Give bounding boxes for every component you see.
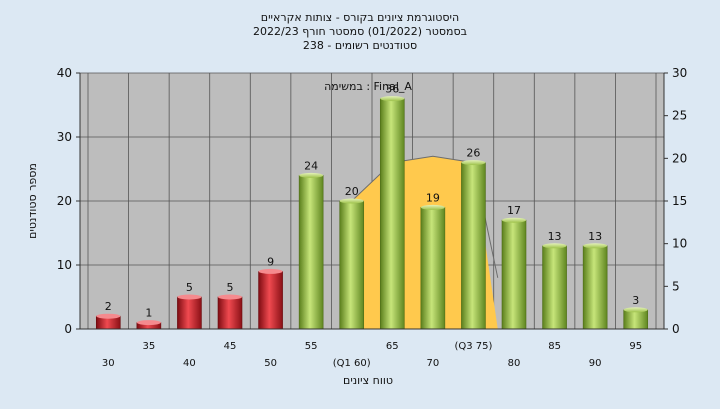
title-line-1: היסטוגרמת ציונים בקורס - צותות אקראיים [261,11,459,24]
bar-top-9 [461,160,486,166]
bar-top-1 [136,320,161,326]
x-tick-label-0: 30 [102,358,115,369]
bar-body-13 [623,309,649,330]
bar-10 [501,217,527,330]
y2-tick-label-2: 10 [672,237,687,251]
bar-8 [420,204,446,330]
bar-body-3 [217,296,243,330]
bar-11 [542,243,567,330]
y2-tick-label-1: 5 [672,279,680,293]
bar-top-2 [177,294,202,300]
x-tick-label-10: 80 [508,358,521,369]
y-tick-label-2: 20 [57,194,72,208]
data-label-3: 5 [227,281,234,294]
data-label-1: 1 [145,307,152,320]
bar-body-2 [177,296,202,330]
bar-top-6 [339,198,364,204]
data-label-12: 13 [588,230,602,243]
x-tick-label-11: 85 [548,341,561,352]
data-label-6: 20 [345,185,359,198]
x-axis-ticks: 30 35 40 45 50 55 (Q1 60) 65 70 (Q3 75) 80 85 90 95 [102,341,642,369]
y2-tick-label-0: 0 [672,322,680,336]
data-label-10: 17 [507,204,521,217]
y2-tick-label-5: 25 [672,109,687,123]
bar-top-0 [96,313,121,319]
bar-body-12 [582,245,608,330]
bar-top-4 [258,268,283,274]
bar-top-11 [542,243,567,249]
title-line-3: 238 - סטודנטים רשומים [303,39,417,52]
plot-annotation: במשימה : Final_A [324,80,412,93]
bar-13 [623,307,649,330]
bar-body-6 [339,200,365,330]
bar-body-9 [461,162,486,330]
y-axis-ticks: 0 10 20 30 40 [57,66,80,336]
bar-top-5 [299,172,324,178]
bar-top-7 [380,96,405,102]
data-label-9: 26 [466,147,480,160]
data-label-13: 3 [632,294,639,307]
x-tick-label-2: 40 [183,358,196,369]
x-tick-label-13: 95 [629,341,642,352]
bar-0 [95,313,121,330]
bar-body-4 [258,271,283,330]
bar-body-7 [379,98,405,330]
bar-12 [582,243,608,330]
x-tick-label-12: 90 [589,358,602,369]
x-tick-label-4: 50 [264,358,277,369]
bar-top-3 [218,294,242,300]
y-tick-label-3: 30 [57,130,72,144]
x-tick-label-3: 45 [224,341,237,352]
y2-tick-label-4: 20 [672,151,687,165]
x-tick-label-1: 35 [142,341,155,352]
data-label-4: 9 [267,255,274,268]
bar-top-12 [583,243,608,249]
bar-top-13 [623,307,648,313]
bar-body-11 [542,245,567,330]
x-tick-label-8: 70 [426,358,439,369]
bar-5 [298,172,324,330]
y-axis-label: מספר סטודנטים [26,163,39,239]
bar-top-10 [502,217,526,223]
y-tick-label-1: 10 [57,258,72,272]
title-line-2: בסמסטר (01/2022) סמסטר חורף 2022/23 [253,25,467,38]
bar-body-10 [501,219,527,330]
data-label-8: 19 [426,191,440,204]
data-labels: 2 1 5 5 9 24 20 36 19 26 17 13 13 3 [105,83,639,320]
y2-tick-label-6: 30 [672,66,687,80]
x-axis-label: טווח ציונים [343,374,393,387]
y2-tick-label-3: 15 [672,194,687,208]
bar-2 [177,294,202,330]
y-tick-label-4: 40 [57,66,72,80]
x-tick-label-9: (Q3 75) [454,341,492,352]
y-tick-label-0: 0 [64,322,72,336]
data-label-11: 13 [548,230,562,243]
bar-3 [217,294,243,330]
bar-top-8 [420,204,445,210]
y2-axis-ticks: 0 5 10 15 20 25 30 [664,66,687,336]
bar-6 [339,198,365,330]
data-label-7: 36 [385,83,399,96]
x-tick-label-6: (Q1 60) [333,358,371,369]
bar-1 [136,320,162,330]
bars [95,96,649,330]
chart-title: היסטוגרמת ציונים בקורס - צותות אקראיים ב… [253,11,467,52]
data-label-2: 5 [186,281,193,294]
data-label-0: 2 [105,300,112,313]
data-label-5: 24 [304,159,318,172]
bar-body-8 [420,207,446,330]
bar-7 [379,96,405,330]
bar-4 [258,268,283,330]
x-tick-label-7: 65 [386,341,399,352]
x-tick-label-5: 55 [305,341,318,352]
bar-9 [461,160,486,330]
bar-body-5 [298,175,324,330]
